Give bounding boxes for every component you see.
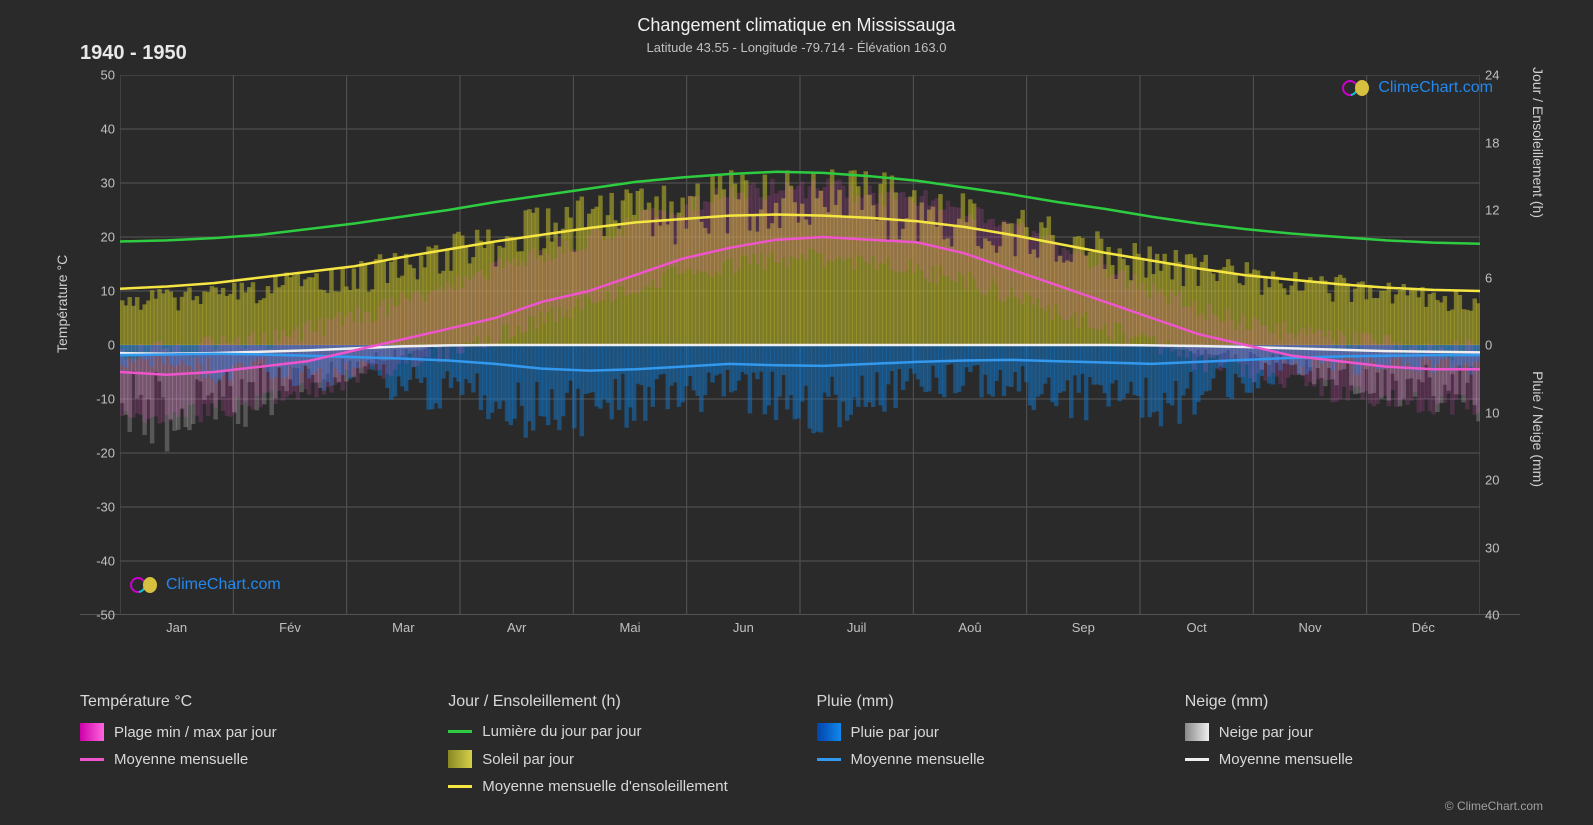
right-tick-label: 20 bbox=[1485, 473, 1515, 488]
right-tick-label: 10 bbox=[1485, 405, 1515, 420]
legend-column: Jour / Ensoleillement (h) Lumière du jour… bbox=[448, 693, 776, 805]
logo-text: ClimeChart.com bbox=[166, 576, 281, 594]
legend-item: Lumière du jour par jour bbox=[448, 723, 776, 740]
chart-title: Changement climatique en Mississauga bbox=[40, 15, 1553, 36]
right-tick-label: 30 bbox=[1485, 540, 1515, 555]
month-label: Aoû bbox=[958, 620, 981, 635]
left-axis-title: Température °C bbox=[54, 254, 70, 352]
logo-icon bbox=[1342, 78, 1370, 98]
right-axis-title-bottom: Pluie / Neige (mm) bbox=[1530, 371, 1546, 487]
month-label: Jan bbox=[166, 620, 187, 635]
left-tick-label: -20 bbox=[85, 446, 115, 461]
legend-label: Moyenne mensuelle bbox=[114, 751, 248, 768]
copyright: © ClimeChart.com bbox=[1445, 799, 1543, 813]
legend-header: Neige (mm) bbox=[1185, 693, 1513, 711]
legend-item: Moyenne mensuelle bbox=[80, 751, 408, 768]
month-label: Fév bbox=[279, 620, 301, 635]
left-tick-label: -10 bbox=[85, 392, 115, 407]
month-label: Juil bbox=[847, 620, 867, 635]
legend-item: Neige par jour bbox=[1185, 723, 1513, 741]
legend-swatch bbox=[448, 730, 472, 733]
month-label: Avr bbox=[507, 620, 526, 635]
month-label: Oct bbox=[1187, 620, 1207, 635]
legend-label: Soleil par jour bbox=[482, 751, 574, 768]
chart-container: Changement climatique en Mississauga Lat… bbox=[0, 0, 1593, 825]
right-axis-title-top: Jour / Ensoleillement (h) bbox=[1530, 67, 1546, 218]
legend-header: Jour / Ensoleillement (h) bbox=[448, 693, 776, 711]
legend-swatch bbox=[817, 758, 841, 761]
legend-swatch bbox=[1185, 758, 1209, 761]
plot-area: -50-40-30-20-100102030405006121824102030… bbox=[120, 75, 1480, 615]
chart-area: Température °C Jour / Ensoleillement (h)… bbox=[80, 75, 1520, 615]
legend-item: Moyenne mensuelle bbox=[817, 751, 1145, 768]
legend-item: Moyenne mensuelle bbox=[1185, 751, 1513, 768]
logo-bottom: ClimeChart.com bbox=[130, 575, 281, 595]
month-label: Nov bbox=[1298, 620, 1321, 635]
month-label: Sep bbox=[1072, 620, 1095, 635]
left-tick-label: -40 bbox=[85, 554, 115, 569]
month-label: Déc bbox=[1412, 620, 1435, 635]
right-tick-label: 40 bbox=[1485, 608, 1515, 623]
left-tick-label: 10 bbox=[85, 284, 115, 299]
legend-item: Plage min / max par jour bbox=[80, 723, 408, 741]
logo-icon bbox=[130, 575, 158, 595]
legend-swatch bbox=[1185, 723, 1209, 741]
left-tick-label: -50 bbox=[85, 608, 115, 623]
month-label: Mar bbox=[392, 620, 414, 635]
left-tick-label: 40 bbox=[85, 122, 115, 137]
month-label: Jun bbox=[733, 620, 754, 635]
right-tick-label: 6 bbox=[1485, 270, 1515, 285]
left-tick-label: -30 bbox=[85, 500, 115, 515]
legend-column: Pluie (mm) Pluie par jour Moyenne mensuell… bbox=[817, 693, 1145, 805]
legend-label: Lumière du jour par jour bbox=[482, 723, 641, 740]
legend-column: Neige (mm) Neige par jour Moyenne mensuell… bbox=[1185, 693, 1513, 805]
decade-label: 1940 - 1950 bbox=[80, 42, 187, 65]
legend-header: Température °C bbox=[80, 693, 408, 711]
logo-top: ClimeChart.com bbox=[1342, 78, 1493, 98]
legend: Température °C Plage min / max par jour Mo… bbox=[80, 693, 1513, 805]
legend-label: Moyenne mensuelle bbox=[1219, 751, 1353, 768]
legend-swatch bbox=[80, 723, 104, 741]
left-tick-label: 30 bbox=[85, 176, 115, 191]
legend-column: Température °C Plage min / max par jour Mo… bbox=[80, 693, 408, 805]
right-tick-label: 12 bbox=[1485, 203, 1515, 218]
legend-item: Moyenne mensuelle d'ensoleillement bbox=[448, 778, 776, 795]
legend-swatch bbox=[448, 750, 472, 768]
legend-swatch bbox=[817, 723, 841, 741]
legend-item: Soleil par jour bbox=[448, 750, 776, 768]
logo-text: ClimeChart.com bbox=[1378, 79, 1493, 97]
left-tick-label: 50 bbox=[85, 68, 115, 83]
right-tick-label: 0 bbox=[1485, 338, 1515, 353]
legend-label: Neige par jour bbox=[1219, 724, 1313, 741]
legend-swatch bbox=[448, 785, 472, 788]
legend-label: Plage min / max par jour bbox=[114, 724, 277, 741]
right-tick-label: 18 bbox=[1485, 135, 1515, 150]
chart-subtitle: Latitude 43.55 - Longitude -79.714 - Élé… bbox=[40, 40, 1553, 55]
legend-item: Pluie par jour bbox=[817, 723, 1145, 741]
chart-svg bbox=[120, 75, 1480, 615]
legend-label: Moyenne mensuelle d'ensoleillement bbox=[482, 778, 728, 795]
left-tick-label: 20 bbox=[85, 230, 115, 245]
legend-swatch bbox=[80, 758, 104, 761]
legend-header: Pluie (mm) bbox=[817, 693, 1145, 711]
legend-label: Pluie par jour bbox=[851, 724, 939, 741]
month-label: Mai bbox=[620, 620, 641, 635]
legend-label: Moyenne mensuelle bbox=[851, 751, 985, 768]
left-tick-label: 0 bbox=[85, 338, 115, 353]
